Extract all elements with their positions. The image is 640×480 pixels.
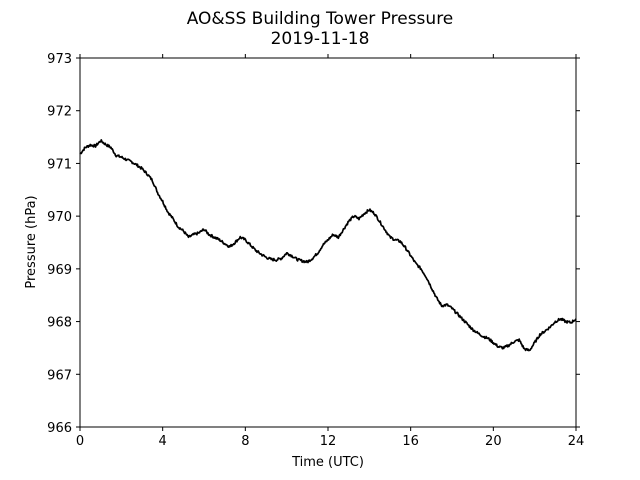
x-axis-label: Time (UTC) bbox=[291, 455, 364, 470]
y-tick-label: 966 bbox=[47, 421, 72, 436]
x-tick-label: 8 bbox=[241, 434, 249, 449]
y-tick-label: 968 bbox=[47, 316, 72, 331]
y-axis-label: Pressure (hPa) bbox=[24, 195, 39, 288]
x-tick-label: 24 bbox=[568, 434, 585, 449]
y-tick-label: 971 bbox=[47, 157, 72, 172]
x-tick-label: 4 bbox=[159, 434, 167, 449]
x-tick-label: 20 bbox=[485, 434, 502, 449]
pressure-series-line bbox=[79, 139, 577, 352]
x-tick-label: 0 bbox=[76, 434, 84, 449]
axis-tick-labels: 0 4 8 12 16 20 24 966 967 968 969 970 971 972 973 bbox=[47, 52, 584, 449]
x-tick-label: 12 bbox=[320, 434, 337, 449]
chart-title: AO&SS Building Tower Pressure bbox=[187, 9, 454, 29]
x-tick-label: 16 bbox=[402, 434, 419, 449]
chart-subtitle: 2019-11-18 bbox=[271, 29, 370, 49]
plot-frame bbox=[79, 57, 577, 428]
y-tick-label: 969 bbox=[47, 263, 72, 278]
y-tick-label: 972 bbox=[47, 105, 72, 120]
y-tick-label: 967 bbox=[47, 368, 72, 383]
y-tick-label: 970 bbox=[47, 210, 72, 225]
y-tick-label: 973 bbox=[47, 52, 72, 67]
axis-ticks bbox=[76, 54, 580, 431]
